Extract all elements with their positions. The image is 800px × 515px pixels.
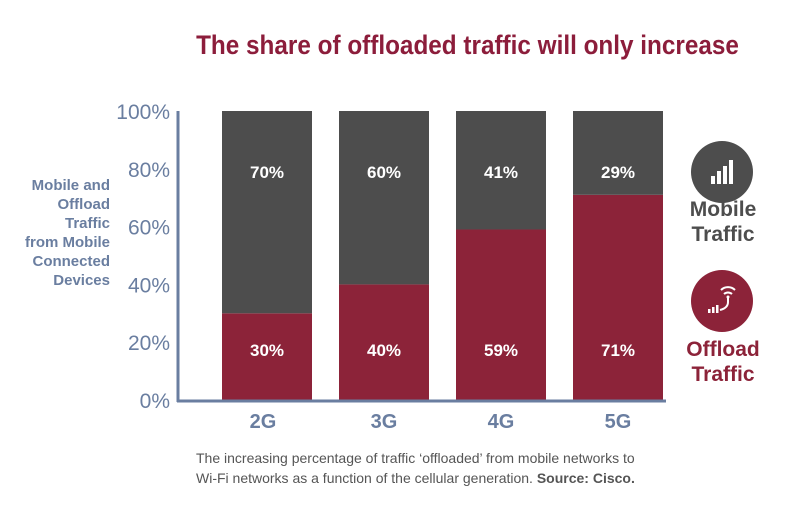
y-tick-label: 40%: [128, 274, 170, 297]
bar-mobile-5G: [573, 111, 663, 195]
bar-mobile-2G: [222, 111, 312, 314]
bar-offload-2G: [222, 313, 312, 400]
caption-text: The increasing percentage of traffic ‘of…: [196, 450, 635, 486]
y-tick-label: 80%: [128, 159, 170, 182]
y-axis-label: Mobile and Offload Traffic from Mobile C…: [25, 177, 110, 289]
data-label: 30%: [250, 341, 284, 360]
bar-offload-5G: [573, 194, 663, 400]
x-tick-label: 2G: [250, 411, 277, 433]
caption-source: Source: Cisco.: [536, 470, 635, 486]
bar-mobile-4G: [456, 111, 546, 230]
chart-title: The share of offloaded traffic will only…: [196, 30, 739, 60]
legend-offload-label: Offload Traffic: [686, 338, 760, 386]
data-label: 71%: [601, 341, 635, 360]
y-tick-label: 20%: [128, 332, 170, 355]
data-label: 40%: [367, 341, 401, 360]
data-label: 29%: [601, 163, 635, 182]
legend-mobile-label: Mobile Traffic: [689, 198, 757, 246]
y-tick-label: 60%: [128, 217, 170, 240]
x-tick-label: 5G: [605, 411, 632, 433]
x-tick-label: 4G: [488, 411, 515, 433]
bar-offload-4G: [456, 229, 546, 400]
x-tick-label: 3G: [371, 411, 398, 433]
data-label: 70%: [250, 163, 284, 182]
signal-bars-icon: [691, 141, 753, 203]
wifi-offload-icon: [691, 270, 753, 332]
data-label: 60%: [367, 163, 401, 182]
bar-offload-3G: [339, 284, 429, 400]
y-tick-label: 0%: [140, 390, 170, 413]
caption: The increasing percentage of traffic ‘of…: [196, 448, 635, 488]
bar-mobile-3G: [339, 111, 429, 285]
data-label: 41%: [484, 163, 518, 182]
data-label: 59%: [484, 341, 518, 360]
y-tick-label: 100%: [116, 101, 170, 124]
